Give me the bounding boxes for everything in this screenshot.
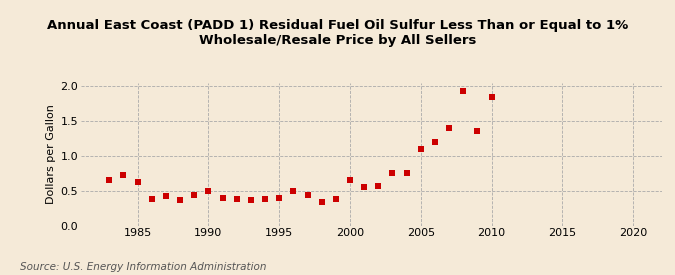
Point (429, 140, 440, 144)
Point (415, 147, 426, 151)
Text: Annual East Coast (PADD 1) Residual Fuel Oil Sulfur Less Than or Equal to 1%
Who: Annual East Coast (PADD 1) Residual Fuel… (47, 19, 628, 47)
Point (317, 200, 327, 205)
Point (274, 196, 285, 200)
Point (232, 197, 242, 201)
Point (260, 197, 271, 201)
Point (118, 173, 129, 177)
Point (189, 192, 200, 197)
Y-axis label: Dollars per Gallon: Dollars per Gallon (47, 104, 56, 204)
Point (104, 178, 115, 182)
Point (161, 193, 171, 198)
Point (472, 129, 483, 134)
Point (132, 180, 143, 185)
Point (146, 197, 157, 201)
Point (246, 197, 256, 202)
Point (175, 197, 186, 202)
Point (331, 197, 342, 201)
Point (387, 171, 398, 175)
Point (373, 183, 383, 188)
Point (401, 171, 412, 175)
Point (217, 196, 228, 200)
Point (443, 126, 454, 130)
Point (203, 188, 214, 193)
Point (302, 192, 313, 197)
Point (288, 189, 299, 194)
Point (458, 89, 468, 93)
Point (486, 95, 497, 99)
Text: Source: U.S. Energy Information Administration: Source: U.S. Energy Information Administ… (20, 262, 267, 272)
Point (345, 178, 356, 182)
Point (359, 185, 370, 189)
